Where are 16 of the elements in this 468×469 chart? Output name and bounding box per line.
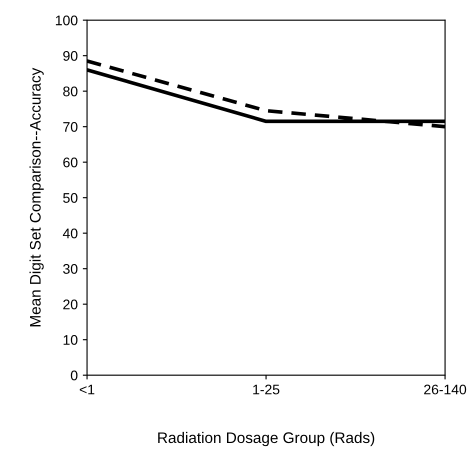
x-tick-label: 1-25	[253, 384, 280, 394]
y-tick-label: 70	[63, 122, 78, 132]
y-tick-label: 0	[70, 370, 78, 380]
y-tick-label: 50	[63, 193, 78, 203]
x-tick-label: 26-140	[424, 384, 466, 394]
y-tick-label: 100	[56, 16, 78, 26]
y-axis-title: Mean Digit Set Comparison--Accuracy	[29, 68, 44, 326]
x-tick-label: <1	[80, 384, 94, 394]
y-tick-label: 90	[63, 51, 78, 61]
y-tick-label: 40	[62, 228, 78, 238]
y-tick-label: 30	[63, 264, 78, 274]
y-tick-label: 80	[63, 86, 78, 96]
x-axis-title: Radiation Dosage Group (Rads)	[158, 432, 374, 446]
y-tick-label: 20	[63, 300, 78, 310]
y-tick-label: 60	[63, 158, 78, 168]
y-tick-label: 10	[64, 335, 78, 345]
